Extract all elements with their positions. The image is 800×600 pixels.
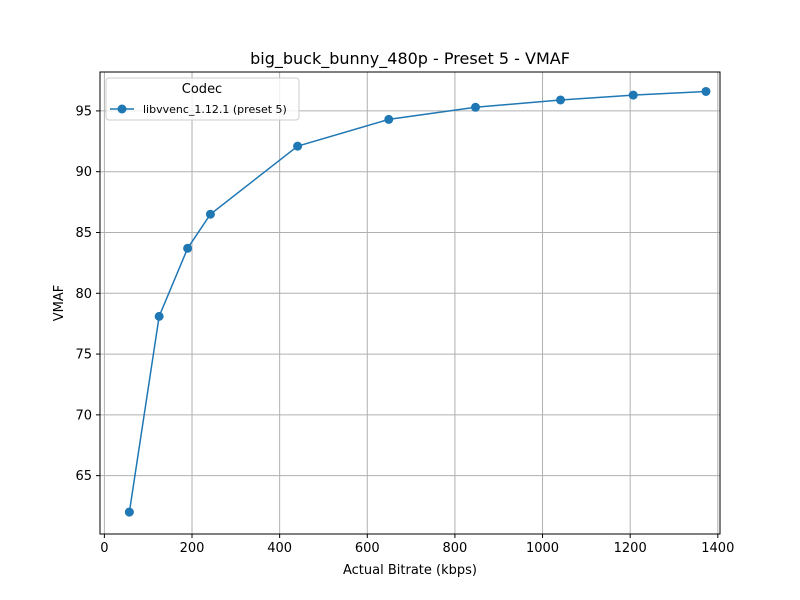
y-tick-label: 95 — [75, 104, 92, 119]
y-tick-label: 70 — [75, 408, 92, 423]
x-tick-label: 0 — [100, 541, 108, 556]
data-point — [628, 90, 638, 100]
chart-title: big_buck_bunny_480p - Preset 5 - VMAF — [250, 49, 570, 69]
y-tick-label: 65 — [75, 469, 92, 484]
axis-ticks: 0 200 400 600 800 1000 1200 1400 65 70 75 80 85 90 95 — [75, 104, 734, 556]
x-tick-label: 600 — [355, 541, 380, 556]
x-axis-title: Actual Bitrate (kbps) — [343, 563, 477, 578]
legend-entries: libvvenc_1.12.1 (preset 5) — [110, 103, 287, 116]
y-tick-label: 80 — [75, 287, 92, 302]
data-point — [205, 209, 215, 219]
x-tick-label: 400 — [267, 541, 292, 556]
data-point — [556, 95, 566, 105]
x-tick-label: 1200 — [614, 541, 647, 556]
legend-box — [105, 77, 300, 121]
legend-entry-label: libvvenc_1.12.1 (preset 5) — [143, 103, 287, 116]
y-axis-title: VMAF — [52, 285, 67, 321]
x-tick-label: 1000 — [526, 541, 559, 556]
y-tick-label: 75 — [75, 348, 92, 363]
data-point — [124, 507, 134, 517]
plot-frame — [99, 71, 721, 535]
legend: Codec libvvenc_1.12.1 (preset 5) — [105, 77, 300, 121]
y-tick-label: 90 — [75, 165, 92, 180]
data-point — [293, 141, 303, 151]
x-tick-label: 800 — [442, 541, 467, 556]
data-point — [154, 311, 164, 321]
series-line — [128, 90, 707, 513]
x-tick-label: 200 — [180, 541, 205, 556]
data-point — [471, 102, 481, 112]
data-point — [701, 86, 711, 96]
plot-series — [124, 86, 711, 517]
grid-lines — [100, 72, 720, 534]
data-point — [183, 243, 193, 253]
x-tick-label: 1400 — [701, 541, 734, 556]
legend-title: Codec — [182, 82, 222, 97]
y-tick-label: 85 — [75, 226, 92, 241]
data-point — [384, 114, 394, 124]
legend-marker — [117, 104, 127, 114]
